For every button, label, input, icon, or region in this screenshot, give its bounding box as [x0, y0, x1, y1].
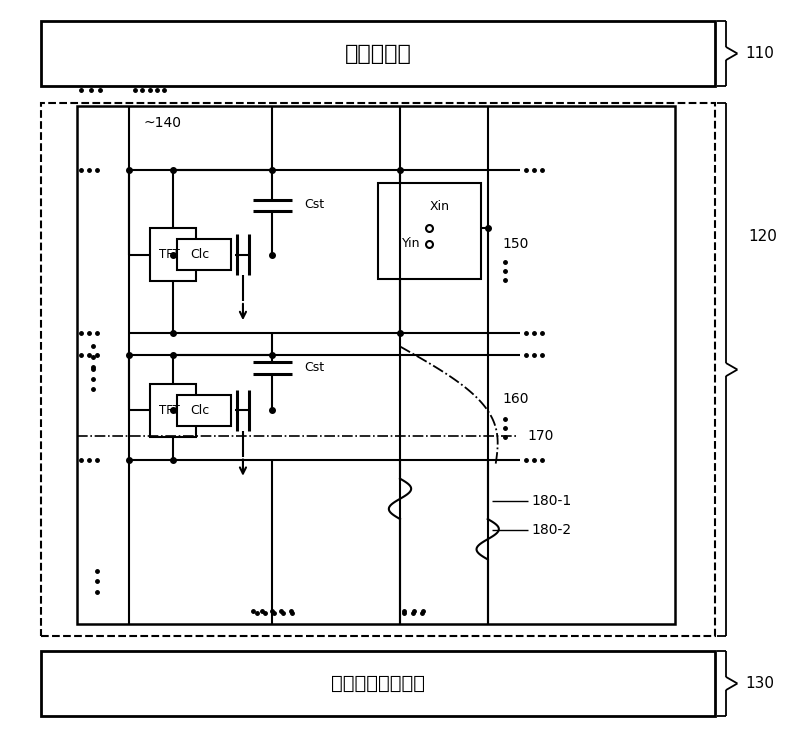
Bar [42, 652, 715, 716]
Text: 170: 170 [527, 429, 554, 443]
Text: TFT: TFT [159, 404, 180, 417]
Text: Cst: Cst [304, 360, 325, 374]
Text: 触碰信号处理电路: 触碰信号处理电路 [331, 674, 425, 693]
Text: 120: 120 [748, 228, 778, 244]
Text: 数据驱动器: 数据驱动器 [345, 43, 411, 63]
Text: Cst: Cst [304, 198, 325, 212]
Bar [77, 106, 675, 624]
Bar [177, 395, 231, 426]
Text: 130: 130 [745, 676, 774, 691]
Text: 110: 110 [745, 46, 774, 61]
Text: 150: 150 [502, 237, 529, 251]
Bar [177, 240, 231, 270]
Bar [150, 228, 196, 281]
Bar [42, 102, 715, 637]
Text: 160: 160 [502, 392, 529, 406]
Bar [42, 21, 715, 85]
Text: Xin: Xin [430, 200, 450, 213]
Text: Yin: Yin [402, 237, 420, 250]
Text: TFT: TFT [159, 248, 180, 261]
Text: 180-2: 180-2 [531, 523, 572, 537]
Bar [378, 184, 482, 279]
Text: ~140: ~140 [143, 116, 182, 130]
Text: 180-1: 180-1 [531, 494, 572, 508]
Text: Clc: Clc [190, 248, 210, 261]
Text: Clc: Clc [190, 404, 210, 417]
Bar [150, 384, 196, 437]
